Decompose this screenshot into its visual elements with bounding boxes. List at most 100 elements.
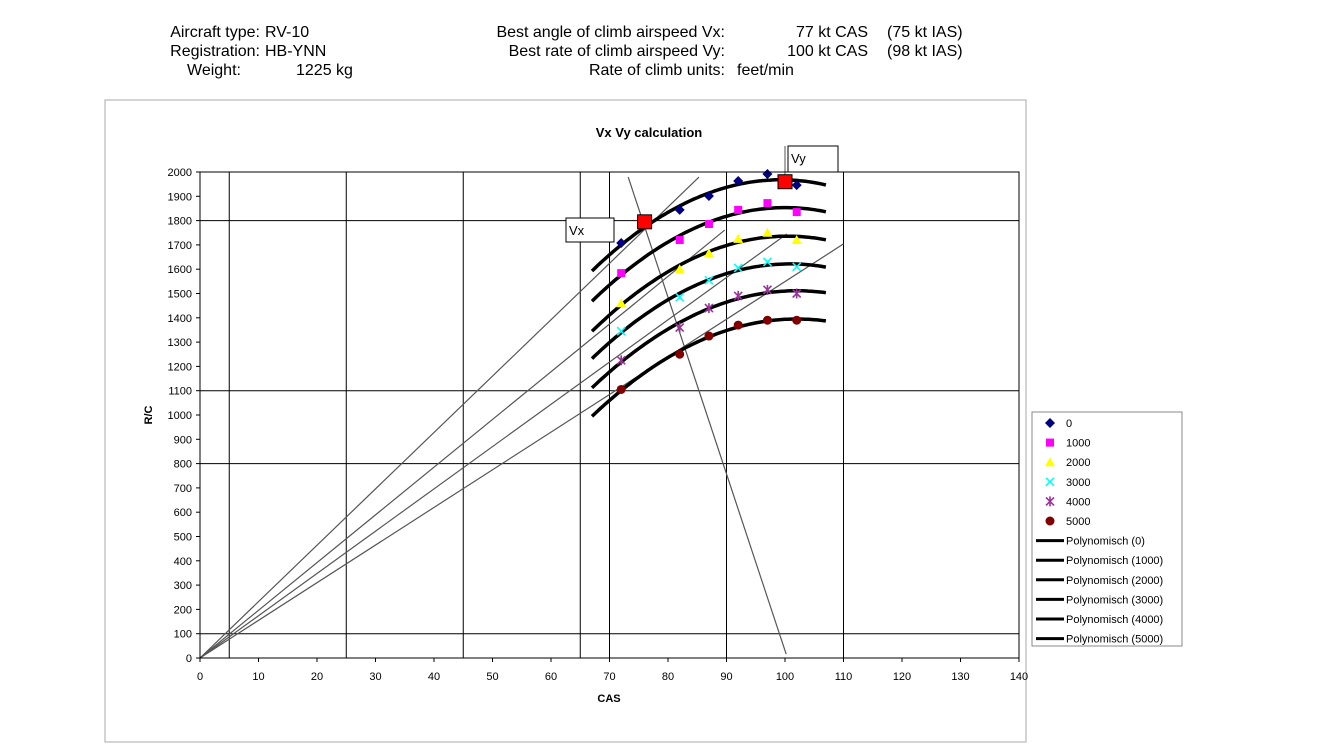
aircraft-type-label: Aircraft type: xyxy=(170,24,260,41)
legend xyxy=(1031,411,1183,647)
y-tick-label: 800 xyxy=(174,459,192,471)
units-label: Rate of climb units: xyxy=(588,62,725,79)
y-tick-label: 1500 xyxy=(168,289,192,301)
data-point-1000 xyxy=(763,199,772,208)
y-tick-label: 600 xyxy=(174,507,192,519)
data-point-3000 xyxy=(616,326,626,336)
registration-value: HB-YNN xyxy=(265,43,327,60)
data-point-0 xyxy=(791,180,802,191)
tangent-line xyxy=(199,243,844,659)
x-tick-label: 80 xyxy=(662,671,674,683)
data-point-3000 xyxy=(733,263,743,273)
legend-label: 3000 xyxy=(1066,477,1090,489)
weight-label: Weight: xyxy=(187,62,241,79)
legend-label: 2000 xyxy=(1066,457,1090,469)
vx-line xyxy=(627,176,787,655)
y-tick-label: 400 xyxy=(174,556,192,568)
x-tick-label: 70 xyxy=(603,671,615,683)
chart-title: Vx Vy calculation xyxy=(596,125,703,140)
data-point-4000 xyxy=(762,284,773,295)
vy-label: Best rate of climb airspeed Vy: xyxy=(508,43,725,60)
x-tick-label: 100 xyxy=(776,671,794,683)
legend-label: Polynomisch (1000) xyxy=(1066,555,1163,567)
plot-area xyxy=(199,171,1020,659)
y-tick-label: 1300 xyxy=(168,337,192,349)
legend-label: 0 xyxy=(1066,418,1072,430)
y-tick-label: 1200 xyxy=(168,361,192,373)
legend-label: Polynomisch (5000) xyxy=(1066,634,1163,646)
x-tick-label: 0 xyxy=(197,671,203,683)
vx-marker xyxy=(637,214,653,230)
data-point-3000 xyxy=(762,257,773,267)
y-tick-label: 500 xyxy=(174,532,192,544)
x-tick-label: 110 xyxy=(835,671,853,683)
vy-marker xyxy=(777,174,793,190)
aircraft-type-value: RV-10 xyxy=(265,24,310,41)
y-tick-label: 1000 xyxy=(168,410,192,422)
data-point-5000 xyxy=(733,320,743,330)
vx-annotation-box xyxy=(565,217,615,243)
weight-value: 1225 kg xyxy=(296,62,353,79)
data-point-3000 xyxy=(792,262,802,272)
data-point-2000 xyxy=(791,235,802,245)
data-point-4000 xyxy=(704,303,714,314)
legend-marker-0 xyxy=(1045,418,1055,428)
legend-label: 5000 xyxy=(1066,516,1090,528)
data-point-0 xyxy=(674,204,685,215)
data-point-3000 xyxy=(675,292,685,302)
vy-annotation: Vy xyxy=(791,151,806,166)
data-point-2000 xyxy=(703,248,714,258)
x-tick-label: 50 xyxy=(486,671,498,683)
y-tick-label: 1800 xyxy=(168,216,192,228)
x-axis-label: CAS xyxy=(597,693,620,705)
x-tick-label: 60 xyxy=(545,671,557,683)
x-tick-label: 10 xyxy=(252,671,264,683)
legend-marker-1000 xyxy=(1046,438,1054,447)
x-tick-label: 40 xyxy=(428,671,440,683)
data-point-4000 xyxy=(792,288,802,299)
data-point-5000 xyxy=(675,349,685,359)
y-axis-label: R/C xyxy=(143,405,155,424)
legend-marker-2000 xyxy=(1045,457,1055,467)
y-tick-label: 1100 xyxy=(168,386,192,398)
legend-label: Polynomisch (0) xyxy=(1066,536,1145,548)
data-point-5000 xyxy=(704,331,714,341)
y-tick-label: 900 xyxy=(174,434,192,446)
vy-annotation-box xyxy=(787,145,839,173)
data-point-1000 xyxy=(734,205,743,214)
vy-ias: (98 kt IAS) xyxy=(887,43,963,60)
legend-label: 1000 xyxy=(1066,438,1090,450)
legend-label: Polynomisch (4000) xyxy=(1066,614,1163,626)
tangent-line xyxy=(199,233,788,659)
data-point-2000 xyxy=(674,264,685,274)
data-point-0 xyxy=(616,237,627,248)
data-point-4000 xyxy=(733,290,743,301)
data-point-1000 xyxy=(792,208,801,217)
y-tick-label: 1400 xyxy=(168,313,192,325)
tangent-line xyxy=(199,229,726,659)
y-tick-label: 2000 xyxy=(168,167,192,179)
registration-label: Registration: xyxy=(170,43,260,60)
y-tick-label: 1600 xyxy=(168,264,192,276)
data-point-2000 xyxy=(616,298,627,308)
y-tick-label: 1900 xyxy=(168,191,192,203)
chart-area xyxy=(104,99,1027,743)
x-tick-label: 130 xyxy=(951,671,969,683)
y-tick-label: 100 xyxy=(174,629,192,641)
legend-marker-4000 xyxy=(1045,496,1055,507)
legend-label: 4000 xyxy=(1066,496,1090,508)
vx-ias: (75 kt IAS) xyxy=(887,24,963,41)
y-tick-label: 300 xyxy=(174,580,192,592)
legend-label: Polynomisch (3000) xyxy=(1066,594,1163,606)
data-point-0 xyxy=(733,175,744,186)
data-point-4000 xyxy=(616,355,626,366)
data-point-0 xyxy=(703,191,714,202)
vx-cas: 77 kt CAS xyxy=(795,24,868,41)
vy-cas: 100 kt CAS xyxy=(787,43,868,60)
legend-label: Polynomisch (2000) xyxy=(1066,575,1163,587)
data-point-2000 xyxy=(733,233,744,243)
vx-annotation: Vx xyxy=(569,223,585,238)
y-tick-label: 0 xyxy=(186,653,192,665)
y-tick-label: 700 xyxy=(174,483,192,495)
